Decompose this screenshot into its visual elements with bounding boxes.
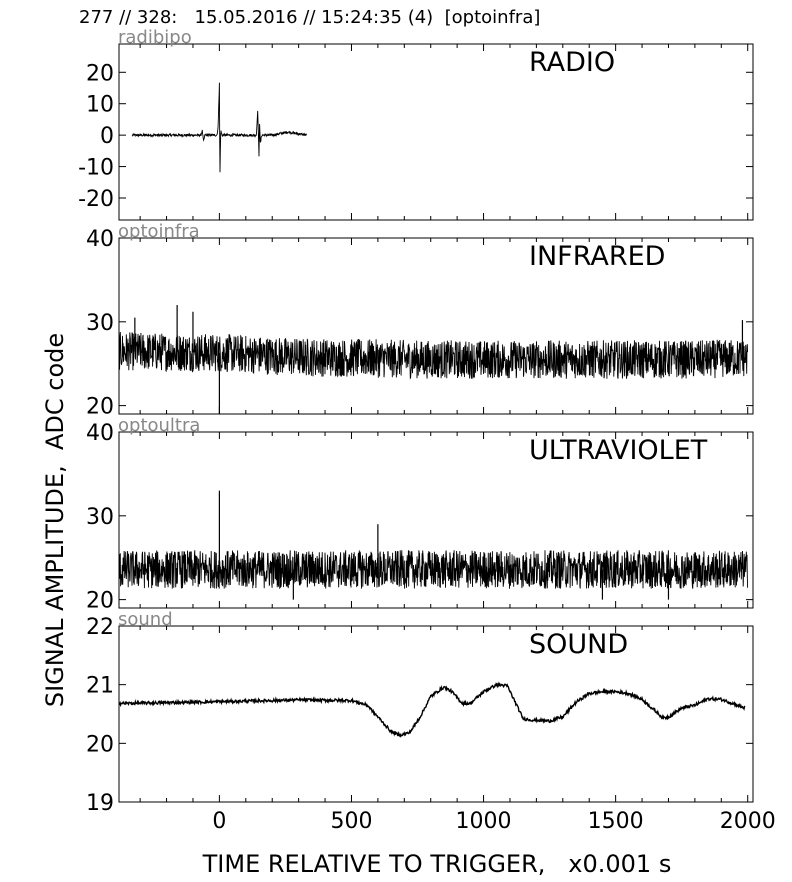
ytick-label-optoinfra-0: 20 [86, 395, 114, 420]
xtick-label-4: 2000 [720, 809, 776, 834]
ytick-label-radibipo-3: 10 [86, 93, 114, 118]
ytick-label-radibipo-2: 0 [100, 124, 114, 149]
ytick-label-radibipo-0: -20 [78, 187, 114, 212]
y-axis-label: SIGNAL AMPLITUDE, ADC code [41, 333, 69, 707]
panel-title-radibipo: RADIO [529, 47, 615, 78]
ytick-label-optoinfra-2: 40 [86, 227, 114, 252]
panel-title-optoinfra: INFRARED [529, 241, 665, 272]
axes-frame-optoinfra [118, 237, 754, 415]
figure-header: 277 // 328: 15.05.2016 // 15:24:35 (4) [… [79, 7, 541, 28]
panel-title-sound: SOUND [529, 629, 628, 660]
xtick-label-3: 1500 [588, 809, 644, 834]
channel-tag-radibipo: radibipo [118, 27, 192, 48]
panel-sound: 19 20 21 22 sound SOUND [86, 609, 754, 816]
ytick-label-radibipo-4: 20 [86, 61, 114, 86]
panel-optoinfra: 20 30 40 optoinfra INFRARED [86, 221, 754, 420]
ytick-label-sound-0: 19 [86, 791, 114, 816]
panel-optoultra: 20 30 40 optoultra ULTRAVIOLET [86, 415, 754, 614]
ytick-label-optoultra-2: 40 [86, 421, 114, 446]
ytick-label-sound-2: 21 [86, 674, 114, 699]
axes-frame-radibipo [118, 43, 754, 221]
axes-frame-optoultra [118, 431, 754, 609]
channel-tag-sound: sound [118, 609, 173, 630]
ytick-label-radibipo-1: -10 [78, 156, 114, 181]
panel-title-optoultra: ULTRAVIOLET [529, 435, 708, 466]
xtick-label-2: 1000 [456, 809, 512, 834]
trace-optoinfra [118, 331, 749, 380]
trace-optoultra [118, 550, 749, 590]
xtick-label-1: 500 [330, 809, 372, 834]
ytick-label-sound-3: 22 [86, 615, 114, 640]
x-axis-label: TIME RELATIVE TO TRIGGER, x0.001 s [202, 850, 672, 878]
ytick-label-sound-1: 20 [86, 732, 114, 757]
ytick-label-optoinfra-1: 30 [86, 311, 114, 336]
channel-tag-optoultra: optoultra [118, 415, 200, 436]
trace-radibipo [131, 82, 307, 173]
xtick-label-0: 0 [212, 809, 226, 834]
ytick-label-optoultra-1: 30 [86, 505, 114, 530]
ytick-label-optoultra-0: 20 [86, 589, 114, 614]
axes-frame-sound [118, 625, 754, 803]
trace-sound [118, 681, 746, 738]
channel-tag-optoinfra: optoinfra [118, 221, 200, 242]
